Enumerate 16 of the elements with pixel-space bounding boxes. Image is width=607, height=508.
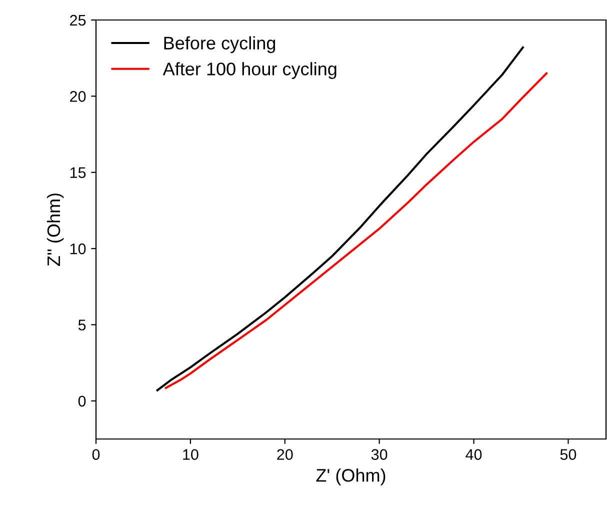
x-tick-label: 10 (183, 449, 198, 460)
y-tick-label: 0 (78, 396, 86, 407)
x-axis-title: Z' (Ohm) (316, 468, 386, 486)
y-tick-label: 25 (70, 14, 86, 26)
x-tick-label: 20 (277, 449, 293, 460)
legend-label: After 100 hour cycling (162, 62, 336, 79)
y-axis-title: Z'' (Ohm) (46, 194, 64, 266)
y-tick-label: 20 (70, 91, 86, 102)
y-tick-label: 15 (70, 167, 86, 178)
x-tick-label: 40 (466, 449, 482, 460)
x-tick-label: 0 (92, 449, 100, 460)
x-tick-label: 50 (560, 449, 576, 460)
x-tick-label: 30 (371, 449, 388, 460)
y-tick-label: 10 (70, 243, 86, 254)
y-tick-label: 5 (78, 320, 86, 330)
legend-label: Before cycling (164, 36, 276, 54)
